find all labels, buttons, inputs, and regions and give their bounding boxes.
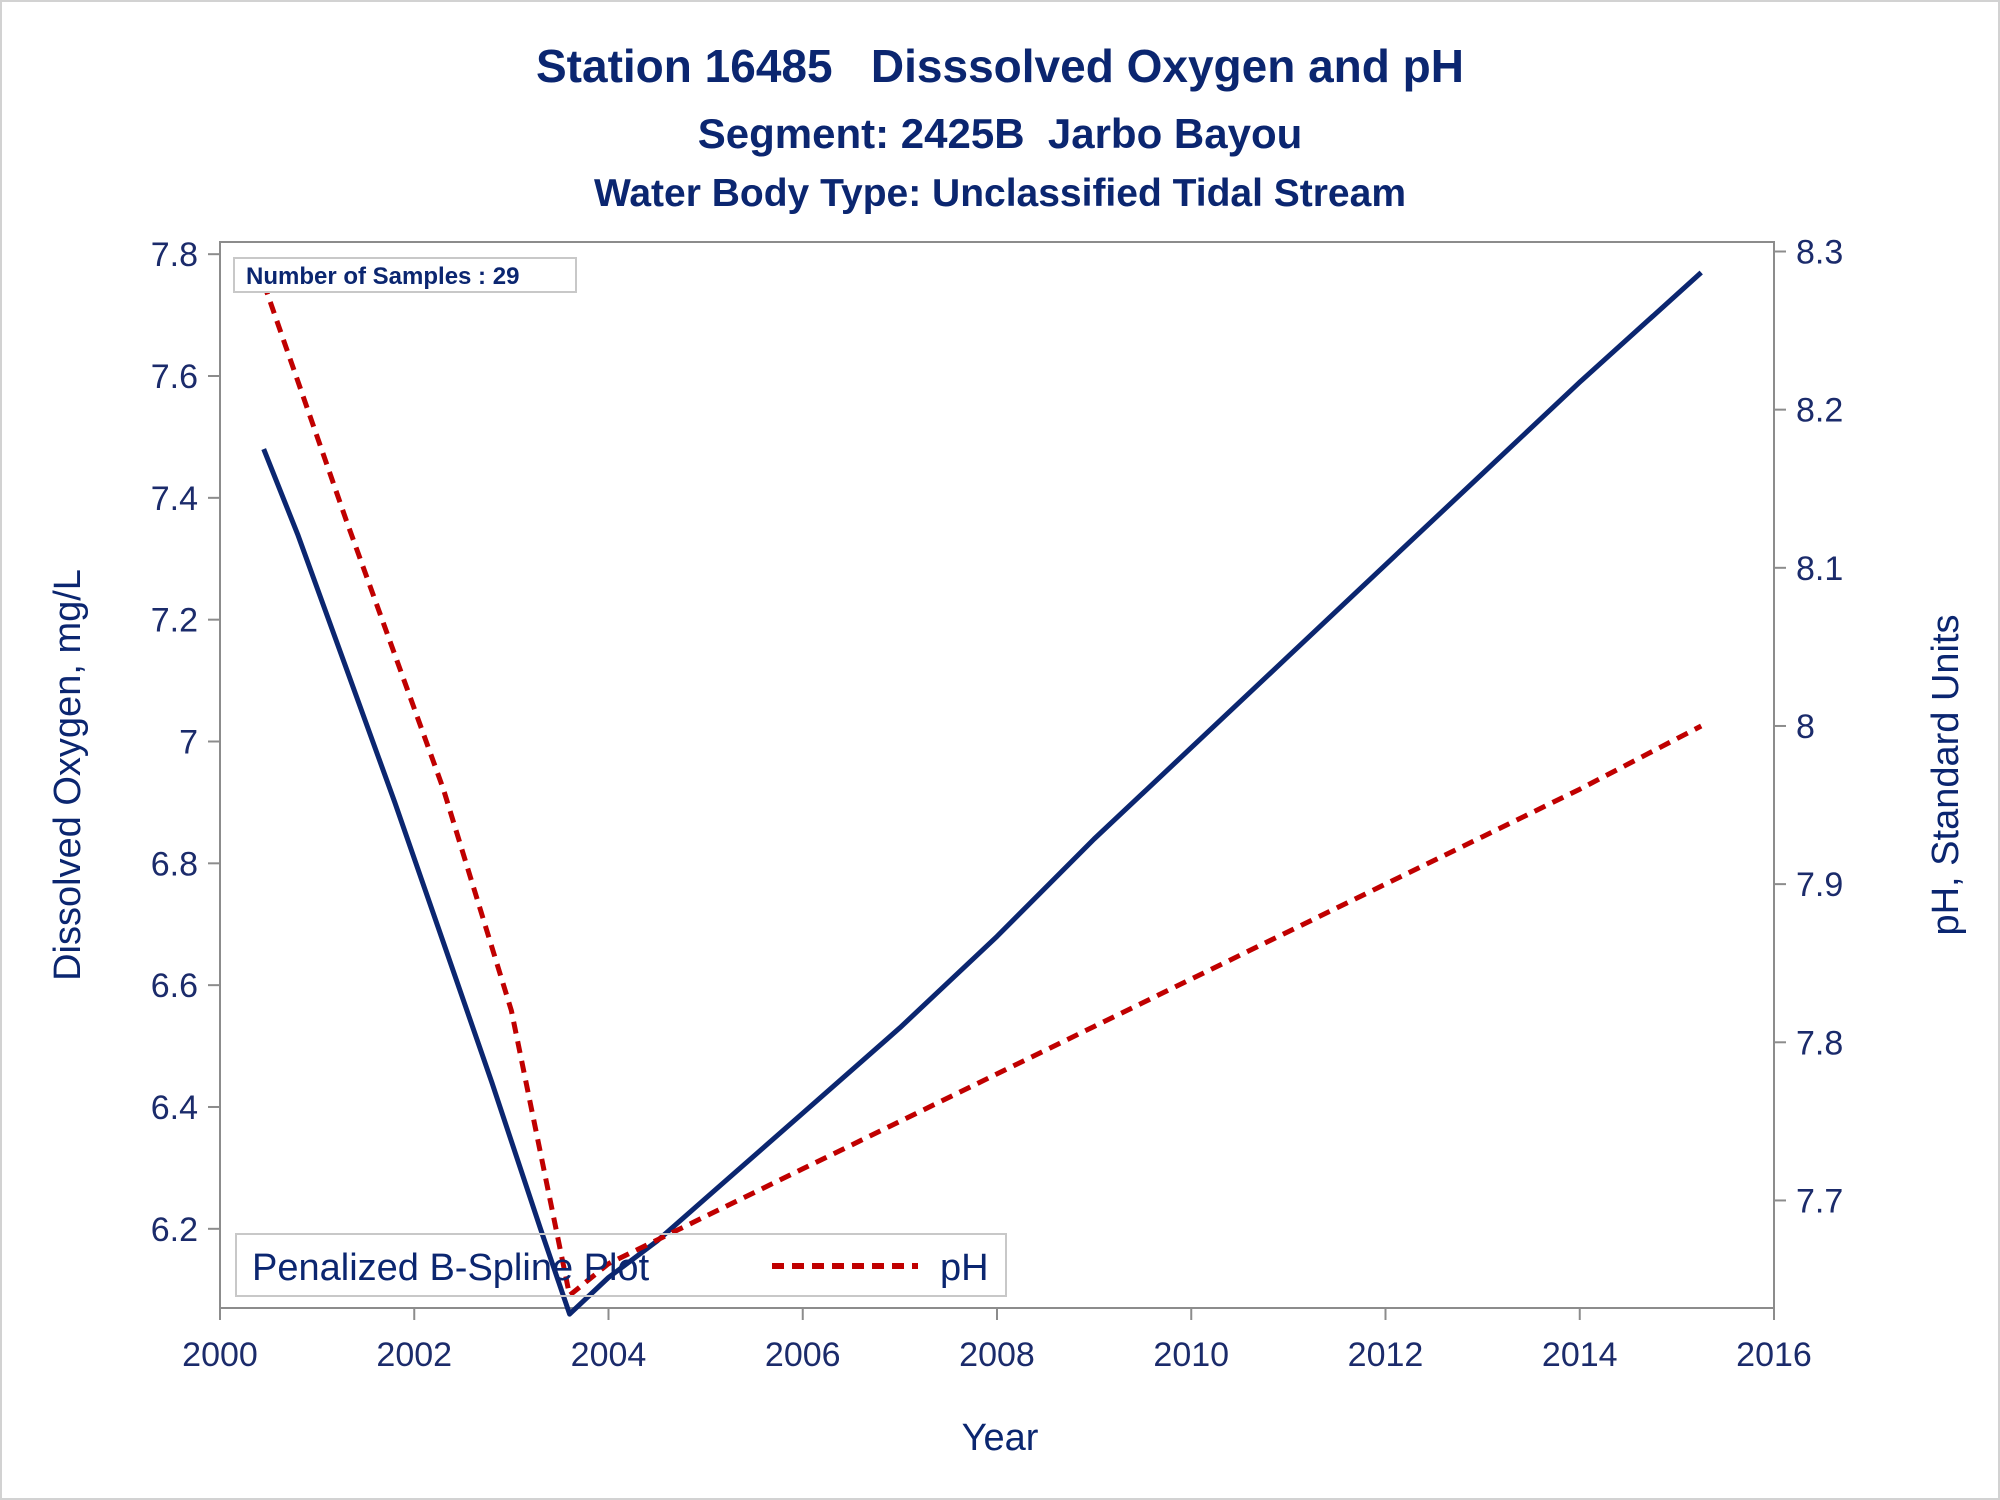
x-tick-label: 2012 <box>1348 1336 1424 1374</box>
y-tick-label: 7.8 <box>151 236 198 274</box>
chart-subtitle: Segment: 2425B Jarbo Bayou <box>698 110 1303 157</box>
x-tick-label: 2002 <box>376 1336 452 1374</box>
y2-tick-label: 8.2 <box>1796 392 1843 430</box>
y2-tick-label: 7.7 <box>1796 1182 1843 1220</box>
y-tick-label: 7.4 <box>151 480 198 518</box>
y-tick-label: 6.2 <box>151 1211 198 1249</box>
sample-count-inset: Number of Samples : 29 <box>233 257 577 293</box>
y-axis-right: 7.7 7.8 7.9 8 8.1 8.2 8.3 <box>1774 233 1843 1220</box>
x-tick-label: 2016 <box>1736 1336 1812 1374</box>
series-layer <box>261 270 1703 1317</box>
legend-box <box>235 1233 1007 1297</box>
legend-label-ph: pH <box>940 1247 989 1289</box>
chart-title: Station 16485 Disssolved Oxygen and pH <box>536 40 1464 92</box>
ph-line <box>261 282 1703 1298</box>
y2-axis-label: pH, Standard Units <box>1925 614 1967 935</box>
dissolved-oxygen-line <box>261 270 1703 1317</box>
y-tick-label: 7.6 <box>151 358 198 396</box>
y-axis-left: 6.2 6.4 6.6 6.8 7 7.2 7.4 7.6 7.8 <box>151 236 220 1249</box>
legend-title: Penalized B-Spline Plot <box>252 1247 650 1289</box>
y-tick-label: 7.2 <box>151 602 198 640</box>
inset-box <box>233 257 577 293</box>
x-tick-label: 2010 <box>1153 1336 1229 1374</box>
y-tick-label: 7 <box>179 723 198 761</box>
inset-label: Number of Samples : 29 <box>246 263 519 290</box>
y-axis-label: Dissolved Oxygen, mg/L <box>47 569 89 981</box>
plot-area <box>219 241 1775 1309</box>
chart-subtitle-2: Water Body Type: Unclassified Tidal Stre… <box>594 172 1406 215</box>
y-tick-label: 6.4 <box>151 1089 198 1127</box>
x-tick-label: 2006 <box>765 1336 841 1374</box>
y2-tick-label: 8.1 <box>1796 550 1843 588</box>
x-tick-label: 2004 <box>571 1336 647 1374</box>
y2-tick-label: 8.3 <box>1796 233 1843 271</box>
x-tick-label: 2008 <box>959 1336 1035 1374</box>
x-axis-label: Year <box>962 1417 1039 1459</box>
y-tick-label: 6.6 <box>151 967 198 1005</box>
y2-tick-label: 8 <box>1796 708 1815 746</box>
y-tick-label: 6.8 <box>151 845 198 883</box>
y2-tick-label: 7.9 <box>1796 866 1843 904</box>
legend: Penalized B-Spline Plot pH <box>235 1233 1007 1297</box>
x-tick-label: 2014 <box>1542 1336 1618 1374</box>
x-tick-label: 2000 <box>182 1336 258 1374</box>
y2-tick-label: 7.8 <box>1796 1024 1843 1062</box>
x-axis: 2000 2002 2004 2006 2008 2010 2012 2014 2016 <box>182 1308 1812 1374</box>
